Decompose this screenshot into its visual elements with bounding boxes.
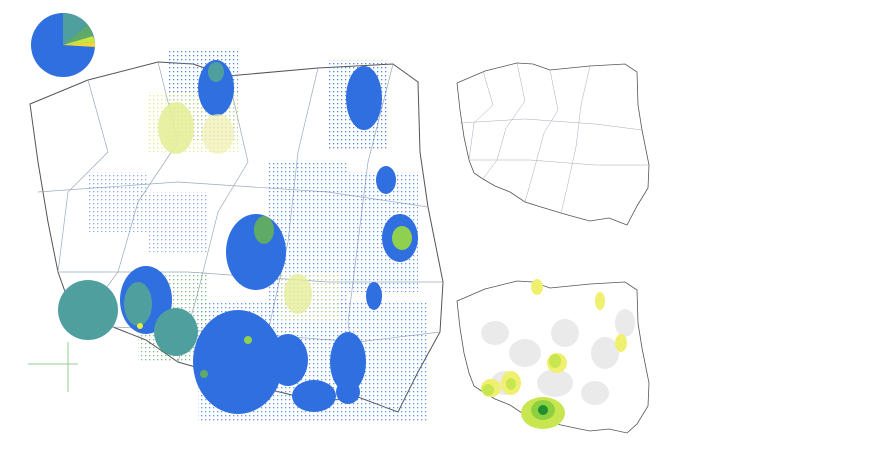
legend-ticks	[32, 434, 302, 444]
density-legend-color-bar	[455, 446, 565, 458]
report-histogram	[670, 22, 870, 466]
blob-gd	[198, 60, 234, 116]
blob-ch	[158, 102, 194, 154]
legend-color-bar	[32, 445, 302, 461]
density-legend-ticks	[455, 437, 565, 446]
blob-jg	[58, 280, 118, 340]
pie-slice-teal	[63, 12, 88, 46]
share-pie-chart	[31, 12, 96, 77]
main-map	[28, 50, 444, 422]
blob-su	[346, 66, 382, 130]
blob-op	[154, 308, 198, 356]
pie-slice-yellow	[63, 42, 96, 47]
individual-reports-map	[456, 62, 650, 226]
density-map	[456, 279, 650, 434]
pie-slice-green	[63, 25, 93, 45]
blob-kt	[193, 310, 283, 414]
